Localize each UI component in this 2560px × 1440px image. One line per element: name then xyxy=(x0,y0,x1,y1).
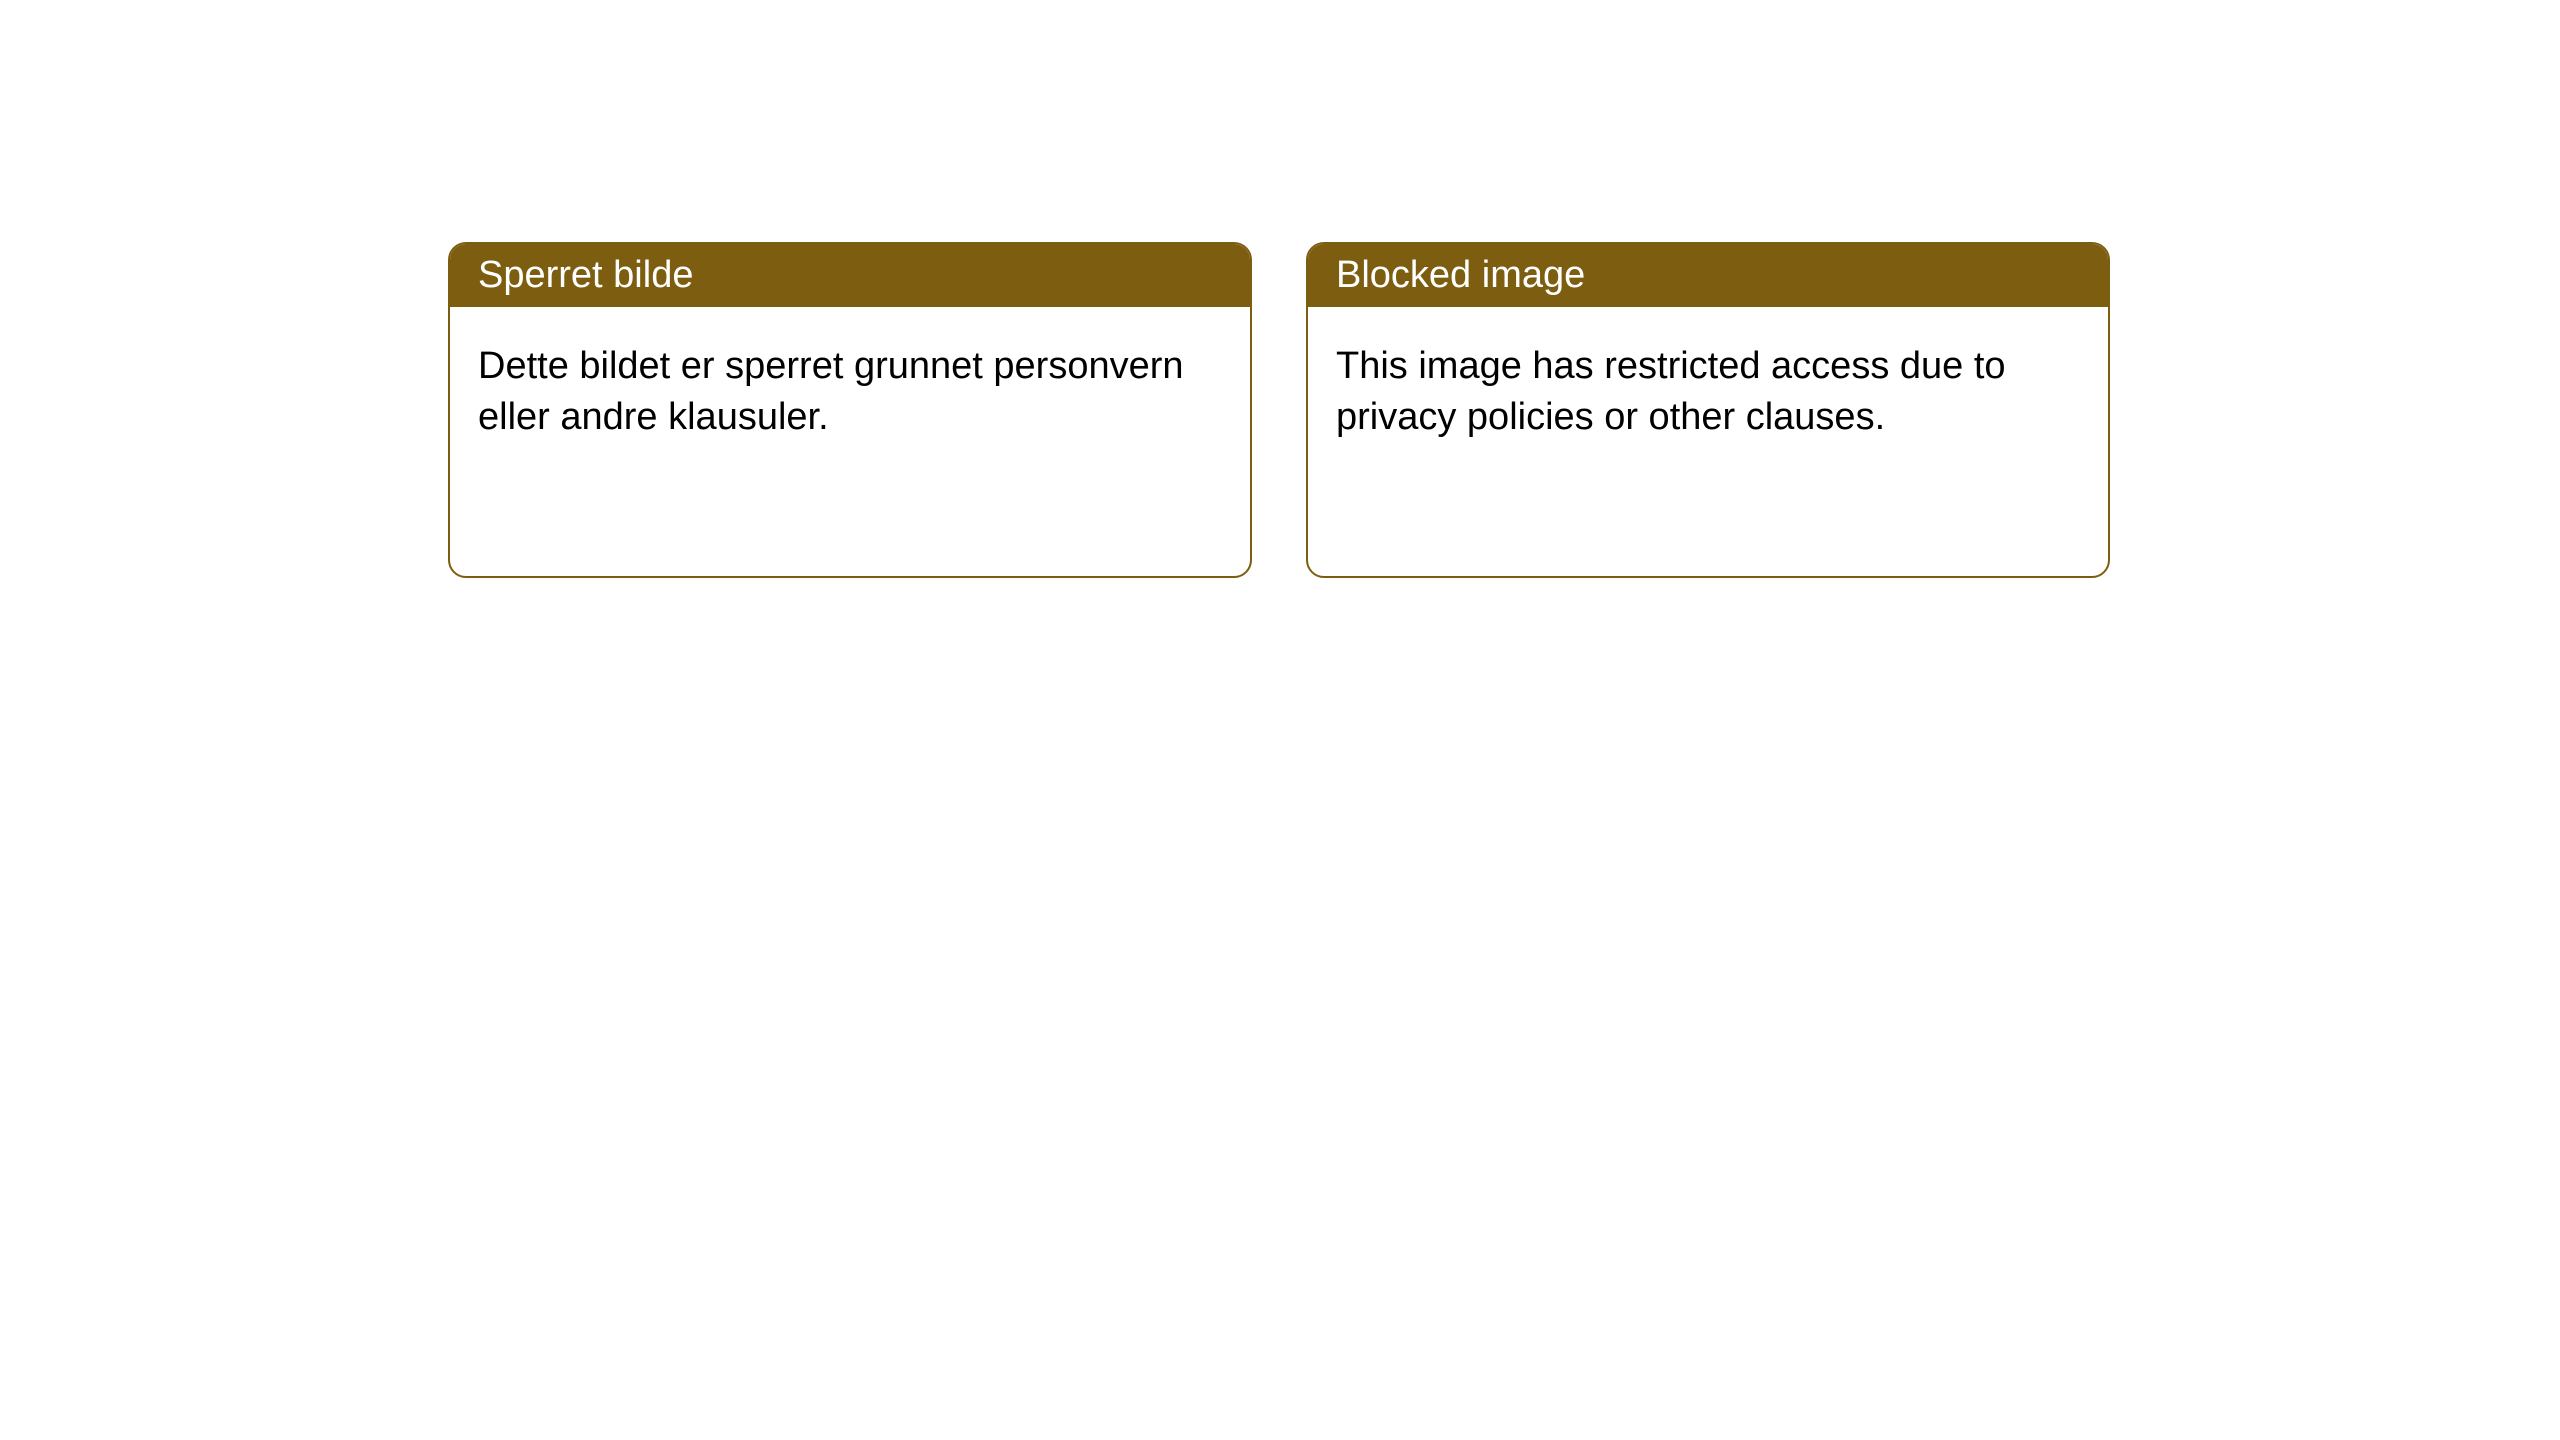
blocked-image-card-en: Blocked image This image has restricted … xyxy=(1306,242,2110,578)
card-body-no: Dette bildet er sperret grunnet personve… xyxy=(450,307,1250,478)
blocked-image-card-no: Sperret bilde Dette bildet er sperret gr… xyxy=(448,242,1252,578)
card-title-no: Sperret bilde xyxy=(450,244,1250,307)
card-body-en: This image has restricted access due to … xyxy=(1308,307,2108,478)
card-title-en: Blocked image xyxy=(1308,244,2108,307)
notice-card-row: Sperret bilde Dette bildet er sperret gr… xyxy=(0,0,2560,578)
